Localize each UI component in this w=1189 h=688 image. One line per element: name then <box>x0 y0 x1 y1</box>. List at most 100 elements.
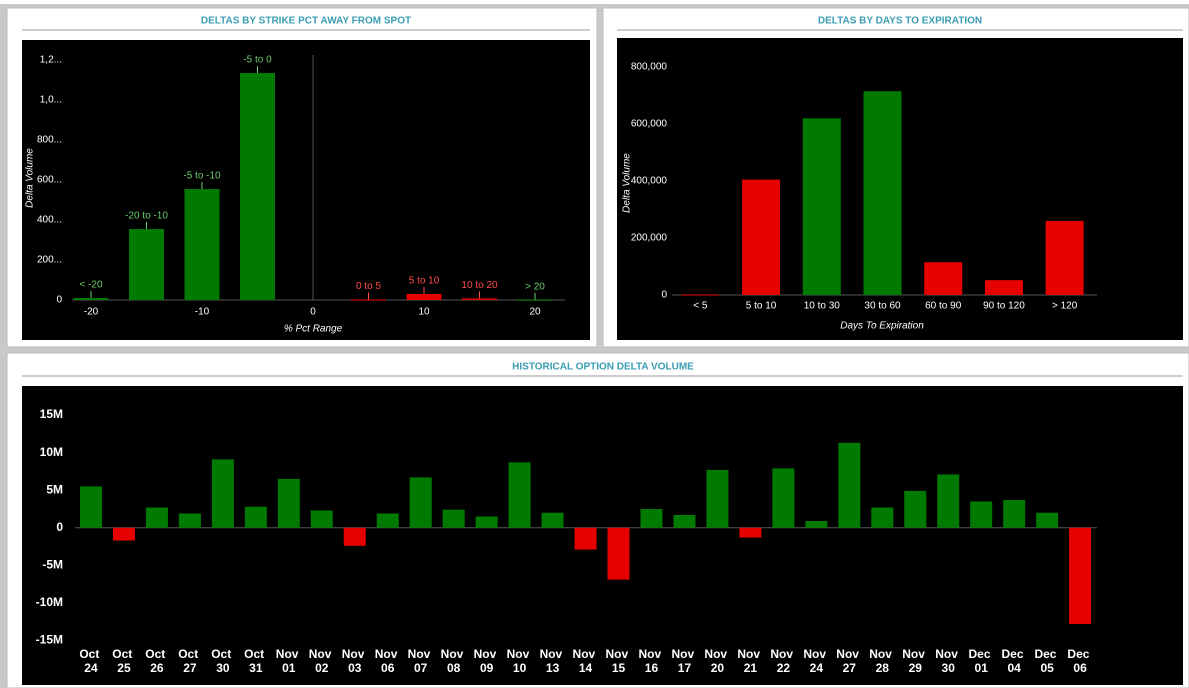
x-tick-label: Oct 25 <box>112 647 135 675</box>
data-label: 10 to 20 <box>461 280 498 291</box>
bar <box>871 507 894 528</box>
x-tick-label: 10 <box>418 307 430 318</box>
y-tick-label: 200,000 <box>631 233 668 244</box>
bar <box>802 118 841 295</box>
x-tick-label: Nov 08 <box>441 647 467 675</box>
bar <box>706 469 729 528</box>
bar <box>742 179 781 295</box>
x-tick-label: 5 to 10 <box>746 301 777 312</box>
bar <box>409 477 432 528</box>
x-tick-label: Oct 24 <box>79 647 102 675</box>
bar <box>681 294 720 296</box>
y-tick-label: -15M <box>36 633 63 647</box>
bar <box>574 527 597 550</box>
x-tick-label: -20 <box>84 307 99 318</box>
x-tick-label: Nov 28 <box>869 647 895 675</box>
bar <box>406 294 442 300</box>
data-label: -5 to -10 <box>183 171 221 182</box>
chart-title: DELTAS BY DAYS TO EXPIRATION <box>818 16 982 27</box>
bar <box>937 474 960 528</box>
data-label: 5 to 10 <box>409 276 440 287</box>
x-tick-label: 90 to 120 <box>983 301 1025 312</box>
x-tick-label: 0 <box>310 307 316 318</box>
bar <box>904 490 927 528</box>
x-tick-label: 30 to 60 <box>864 301 901 312</box>
y-tick-label: 15M <box>40 407 63 421</box>
bar <box>541 512 564 528</box>
bar <box>640 508 663 528</box>
y-tick-label: 800,000 <box>631 62 668 73</box>
x-tick-label: Oct 31 <box>244 647 267 675</box>
y-tick-label: 10M <box>40 445 63 459</box>
bar <box>277 478 300 528</box>
bar <box>517 299 553 301</box>
bar <box>838 442 861 528</box>
bar <box>673 514 696 528</box>
data-label: -20 to -10 <box>125 211 168 222</box>
bar <box>475 516 498 528</box>
bar <box>79 486 102 528</box>
bar <box>863 91 902 295</box>
bar <box>805 520 828 528</box>
y-axis-label: Delta Volume <box>25 148 36 208</box>
y-tick-label: 200... <box>37 255 62 266</box>
bar <box>240 73 275 300</box>
x-tick-label: Nov 10 <box>507 647 533 675</box>
x-tick-label: Nov 07 <box>408 647 434 675</box>
x-tick-label: Dec 04 <box>1001 647 1026 675</box>
x-tick-label: Oct 27 <box>178 647 201 675</box>
x-tick-label: Nov 27 <box>836 647 862 675</box>
x-tick-label: Oct 26 <box>145 647 168 675</box>
x-tick-label: < 5 <box>693 301 708 312</box>
y-axis-label: Delta Volume <box>622 153 633 213</box>
y-tick-label: 400... <box>37 215 62 226</box>
bar <box>508 462 531 528</box>
x-tick-label: Nov 16 <box>638 647 664 675</box>
bar <box>984 280 1023 295</box>
y-tick-label: 0 <box>56 520 63 534</box>
bar <box>310 510 333 528</box>
x-tick-label: 10 to 30 <box>804 301 841 312</box>
x-tick-label: 20 <box>529 307 541 318</box>
bar <box>376 513 399 528</box>
x-axis-label: Days To Expiration <box>840 321 924 332</box>
bar <box>1003 499 1026 528</box>
x-tick-label: Oct 30 <box>211 647 234 675</box>
bar <box>73 298 109 300</box>
data-label: 0 to 5 <box>356 281 381 292</box>
bar <box>184 189 220 300</box>
x-tick-label: Dec 06 <box>1067 647 1092 675</box>
bar <box>211 459 234 528</box>
data-label: -5 to 0 <box>243 55 272 66</box>
x-tick-label: Nov 21 <box>737 647 763 675</box>
bar <box>970 501 993 528</box>
bar <box>1045 220 1084 295</box>
x-tick-label: Nov 30 <box>935 647 961 675</box>
top-strip <box>0 0 1189 4</box>
x-tick-label: -10 <box>195 307 210 318</box>
bar <box>145 507 168 528</box>
y-tick-label: 400,000 <box>631 176 668 187</box>
x-tick-label: Nov 22 <box>770 647 796 675</box>
data-label: > 20 <box>525 281 545 292</box>
bar <box>1069 527 1092 624</box>
y-tick-label: 1,2... <box>40 55 62 66</box>
y-tick-label: 1,0... <box>40 95 62 106</box>
x-tick-label: Nov 02 <box>309 647 335 675</box>
bar <box>178 513 201 528</box>
y-tick-label: 800... <box>37 135 62 146</box>
y-tick-label: -5M <box>42 558 63 572</box>
y-tick-label: 0 <box>661 290 667 301</box>
bar <box>739 527 762 538</box>
bar <box>442 509 465 528</box>
x-tick-label: Nov 24 <box>803 647 829 675</box>
x-tick-label: Dec 01 <box>969 647 994 675</box>
x-axis-label: % Pct Range <box>284 324 343 335</box>
bar <box>244 506 267 528</box>
x-tick-label: Nov 29 <box>902 647 928 675</box>
y-tick-label: 5M <box>46 482 63 496</box>
bar <box>607 527 630 580</box>
x-tick-label: Nov 03 <box>342 647 368 675</box>
bar <box>772 468 795 528</box>
plot-area <box>22 386 1183 685</box>
